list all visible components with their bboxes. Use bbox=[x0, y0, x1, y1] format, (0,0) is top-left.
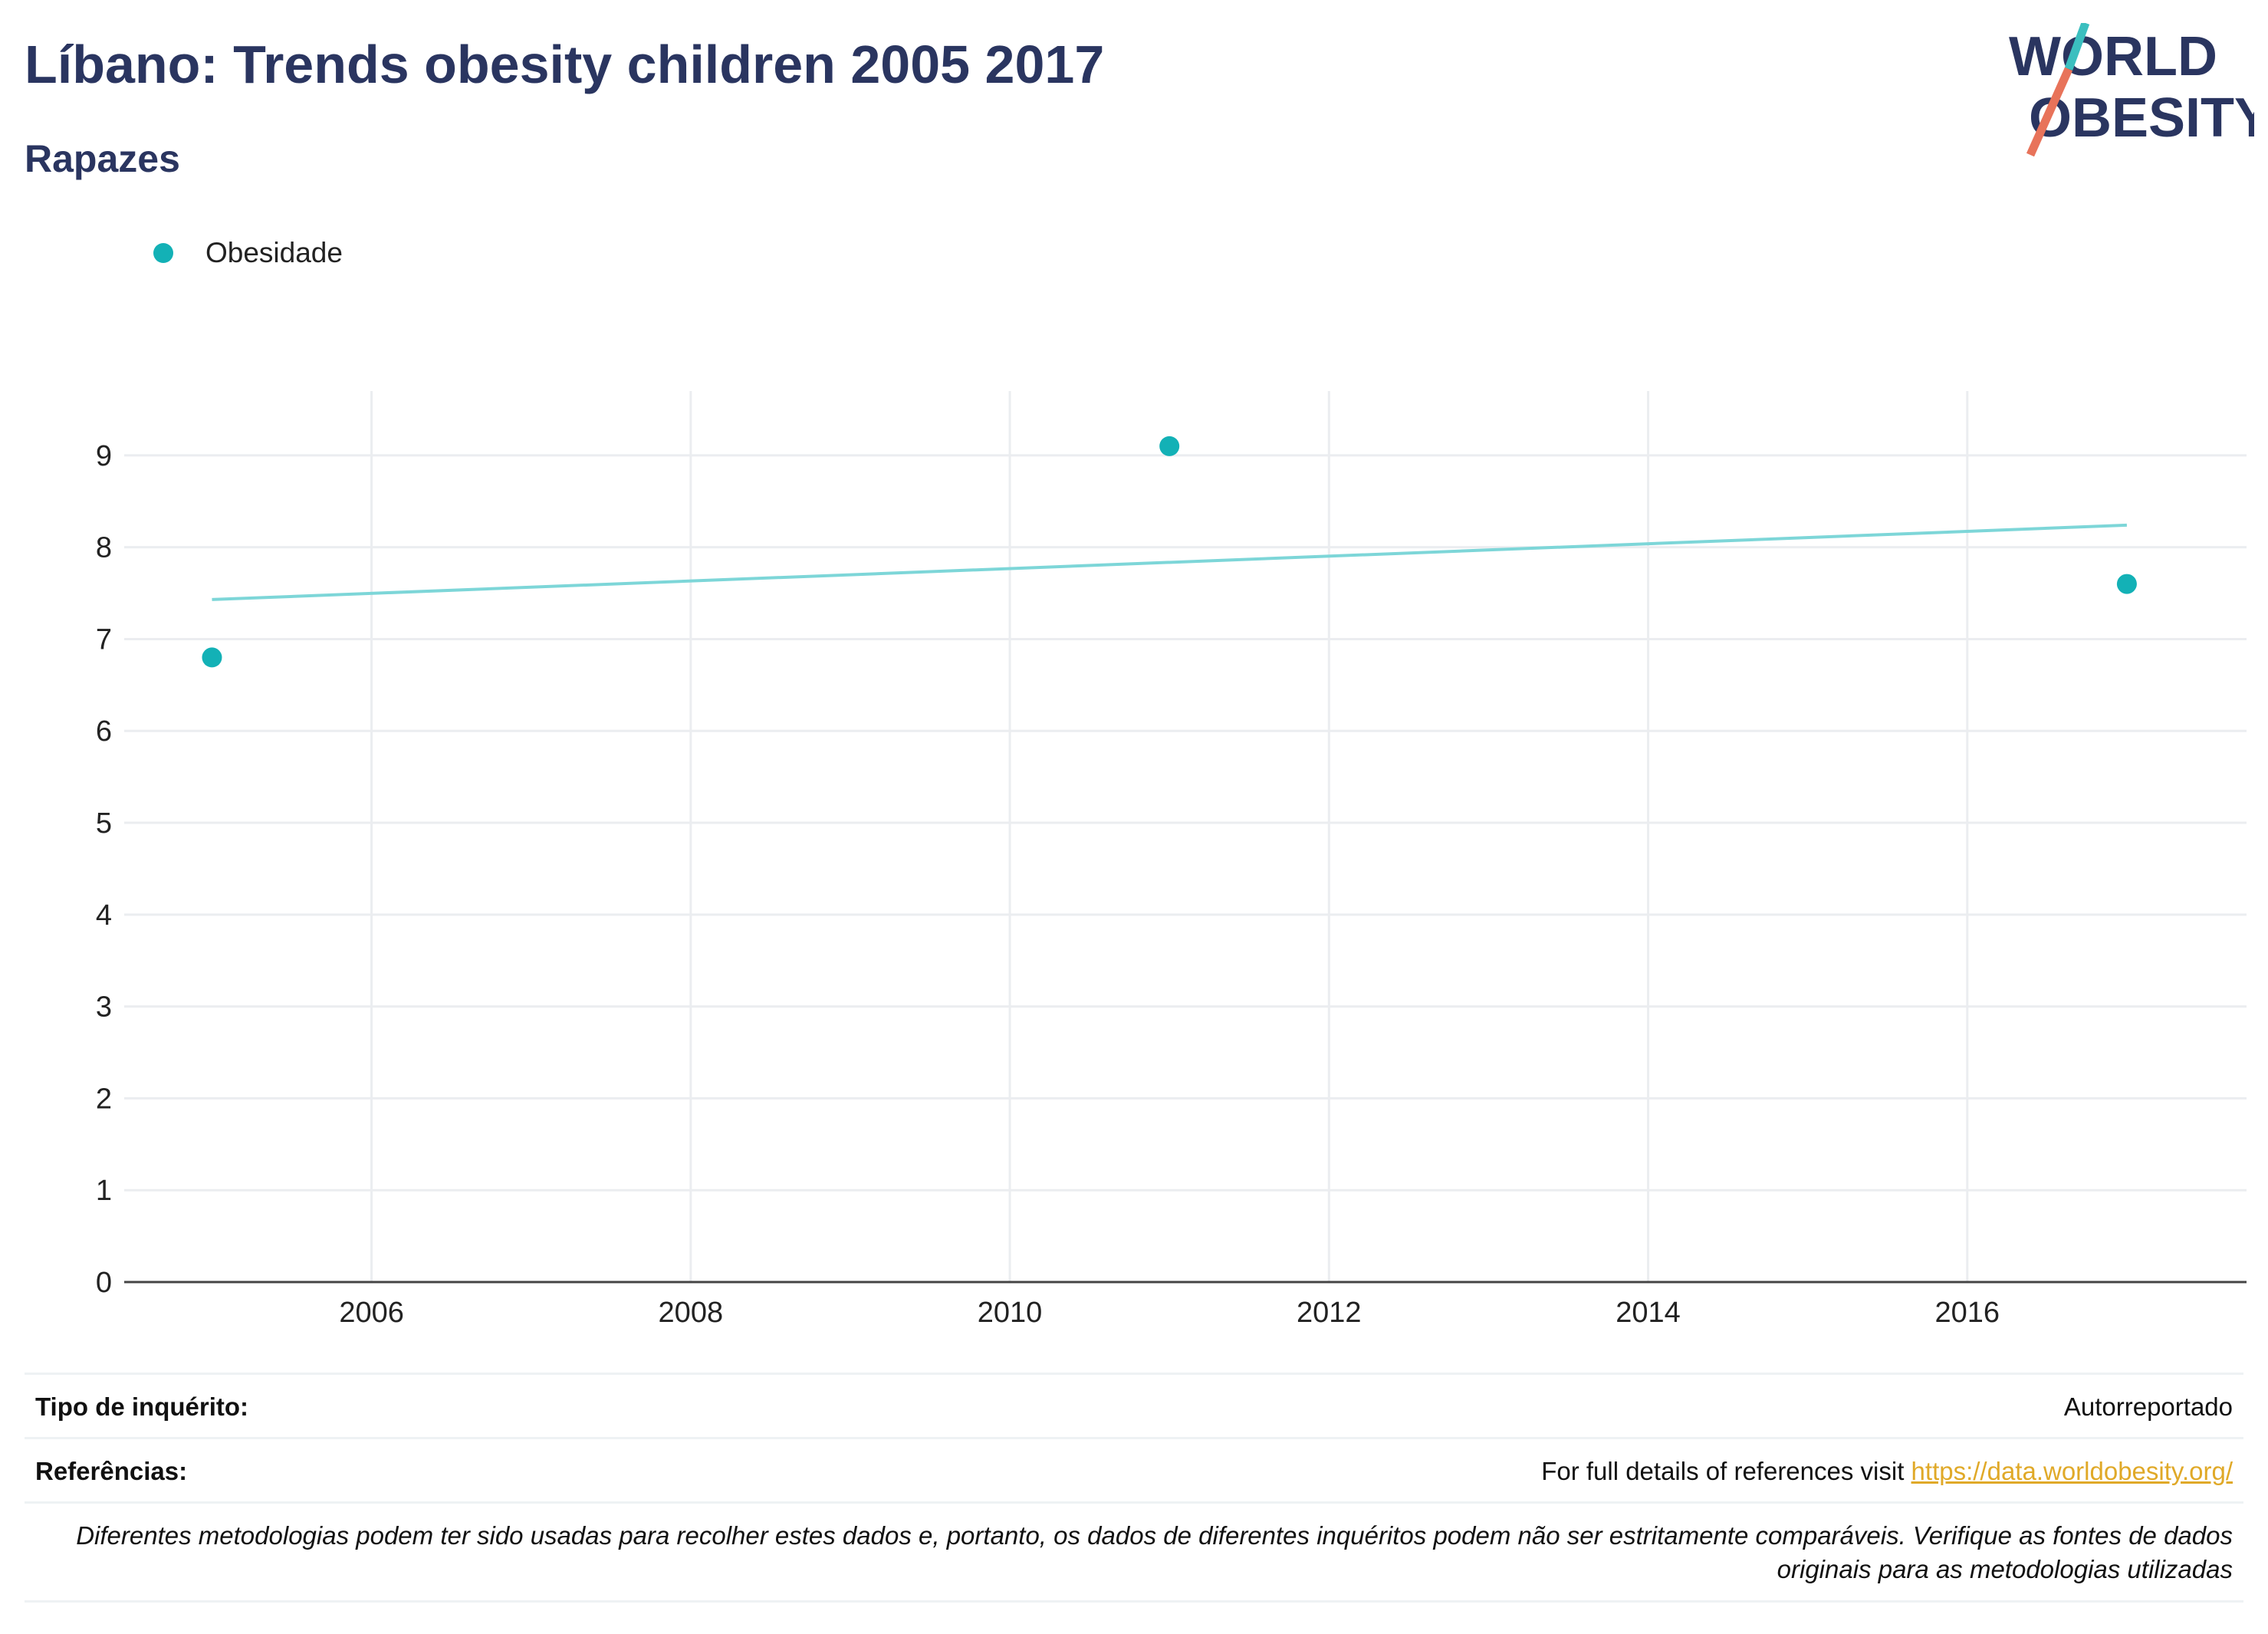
data-points bbox=[202, 436, 2137, 668]
x-tick-label: 2014 bbox=[1616, 1297, 1681, 1329]
data-point bbox=[1159, 436, 1180, 456]
legend-label: Obesidade bbox=[205, 237, 343, 268]
logo-teal-slash bbox=[2064, 23, 2090, 71]
methodology-note: Diferentes metodologias podem ter sido u… bbox=[25, 1501, 2243, 1603]
y-tick-label: 1 bbox=[96, 1175, 112, 1207]
y-tick-label: 7 bbox=[96, 623, 112, 656]
grid-lines bbox=[124, 391, 2247, 1282]
trend-line bbox=[212, 523, 2127, 601]
y-tick-label: 3 bbox=[96, 991, 112, 1024]
references-row: Referências: For full details of referen… bbox=[25, 1437, 2243, 1504]
survey-type-row: Tipo de inquérito: Autorreportado bbox=[25, 1373, 2243, 1439]
references-label: Referências: bbox=[35, 1457, 188, 1485]
x-tick-label: 2012 bbox=[1297, 1297, 1362, 1329]
survey-type-value: Autorreportado bbox=[2063, 1392, 2233, 1421]
logo-line2: OBESITY bbox=[2029, 87, 2254, 149]
y-tick-label: 6 bbox=[96, 715, 112, 748]
x-tick-label: 2008 bbox=[659, 1297, 724, 1329]
x-tick-label: 2016 bbox=[1935, 1297, 2000, 1329]
y-tick-label: 4 bbox=[96, 899, 112, 932]
x-tick-label: 2010 bbox=[978, 1297, 1043, 1329]
survey-type-label: Tipo de inquérito: bbox=[35, 1392, 249, 1421]
chart-subtitle: Rapazes bbox=[25, 137, 180, 180]
references-link[interactable]: https://data.worldobesity.org/ bbox=[1911, 1457, 2233, 1485]
y-tick-label: 2 bbox=[96, 1083, 112, 1115]
y-tick-label: 8 bbox=[96, 532, 112, 564]
chart-title: Líbano: Trends obesity children 2005 201… bbox=[25, 35, 1105, 94]
chart-plot: 0 1 2 3 4 5 6 7 8 9 2006 2008 2010 2012 2014 2016 bbox=[96, 391, 2247, 1329]
world-obesity-logo: WORLD OBESITY bbox=[2009, 23, 2254, 157]
y-tick-label: 0 bbox=[96, 1267, 112, 1299]
data-point bbox=[202, 647, 222, 668]
legend-marker-icon bbox=[153, 243, 173, 263]
trend-line-group bbox=[212, 523, 2127, 601]
logo-line1: WORLD bbox=[2009, 26, 2217, 87]
x-tick-label: 2006 bbox=[339, 1297, 404, 1329]
chart-legend[interactable]: Obesidade bbox=[153, 230, 343, 276]
references-text: For full details of references visit bbox=[1541, 1457, 1911, 1485]
data-point bbox=[2116, 574, 2137, 594]
logo-coral-slash bbox=[2026, 67, 2073, 157]
references-value: For full details of references visit htt… bbox=[1541, 1457, 2243, 1486]
y-tick-label: 5 bbox=[96, 807, 112, 840]
axes: 0 1 2 3 4 5 6 7 8 9 2006 2008 2010 2012 2014 2016 bbox=[96, 440, 2247, 1329]
y-tick-label: 9 bbox=[96, 440, 112, 472]
